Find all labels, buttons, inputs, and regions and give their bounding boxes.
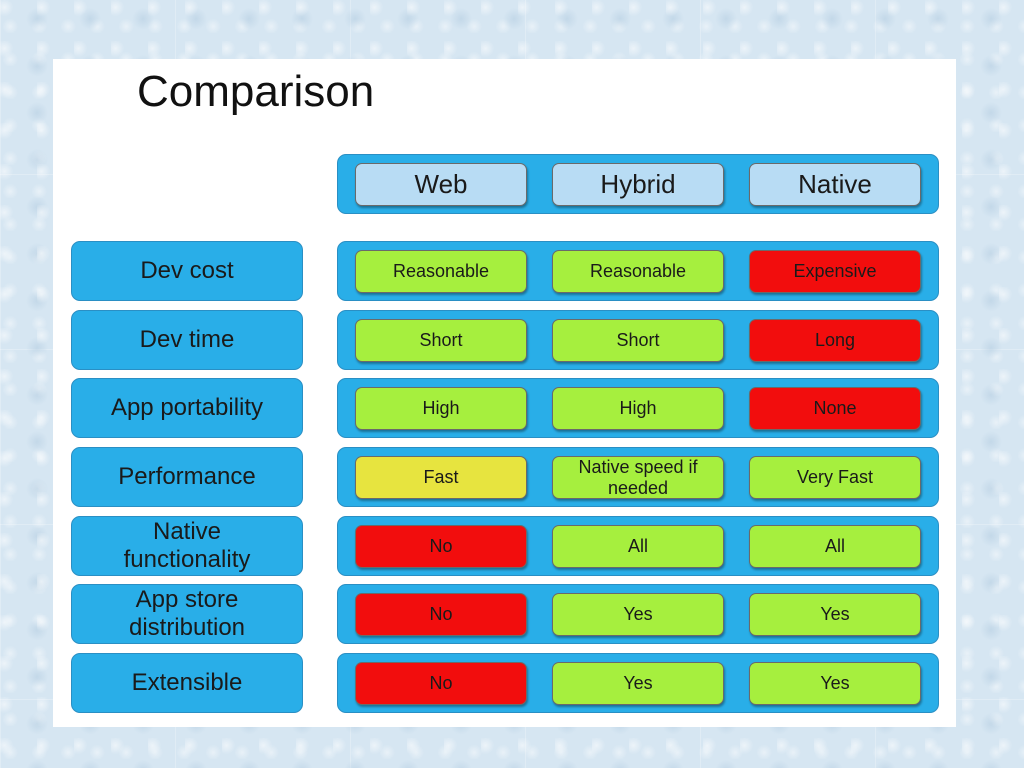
slide-title: Comparison [137,67,375,116]
row-band-extensible: No Yes Yes [337,653,939,713]
cell-native: Expensive [749,250,921,293]
cell-native: Yes [749,662,921,705]
row-band-dev-cost: Reasonable Reasonable Expensive [337,241,939,301]
cell-native: Long [749,319,921,362]
row-label-app-store-distribution: App store distribution [71,584,303,644]
cell-hybrid: Yes [552,593,724,636]
cell-native: None [749,387,921,430]
column-header-native: Native [749,163,921,206]
column-header-web: Web [355,163,527,206]
cell-web: Short [355,319,527,362]
cell-hybrid: Native speed if needed [552,456,724,499]
row-label-dev-time: Dev time [71,310,303,370]
row-band-dev-time: Short Short Long [337,310,939,370]
cell-hybrid: Yes [552,662,724,705]
row-label-extensible: Extensible [71,653,303,713]
cell-native: Very Fast [749,456,921,499]
row-band-app-portability: High High None [337,378,939,438]
cell-web: Reasonable [355,250,527,293]
row-label-native-functionality: Native functionality [71,516,303,576]
row-label-performance: Performance [71,447,303,507]
row-label-dev-cost: Dev cost [71,241,303,301]
cell-web: No [355,525,527,568]
cell-hybrid: Reasonable [552,250,724,293]
cell-native: Yes [749,593,921,636]
cell-hybrid: High [552,387,724,430]
row-label-app-portability: App portability [71,378,303,438]
cell-web: High [355,387,527,430]
column-header-hybrid: Hybrid [552,163,724,206]
cell-web: No [355,662,527,705]
row-band-native-functionality: No All All [337,516,939,576]
row-band-app-store-distribution: No Yes Yes [337,584,939,644]
slide: Comparison Web Hybrid Native Dev cost Re… [53,59,956,727]
cell-web: No [355,593,527,636]
cell-native: All [749,525,921,568]
row-band-performance: Fast Native speed if needed Very Fast [337,447,939,507]
cell-web: Fast [355,456,527,499]
cell-hybrid: All [552,525,724,568]
cell-hybrid: Short [552,319,724,362]
column-header-band: Web Hybrid Native [337,154,939,214]
